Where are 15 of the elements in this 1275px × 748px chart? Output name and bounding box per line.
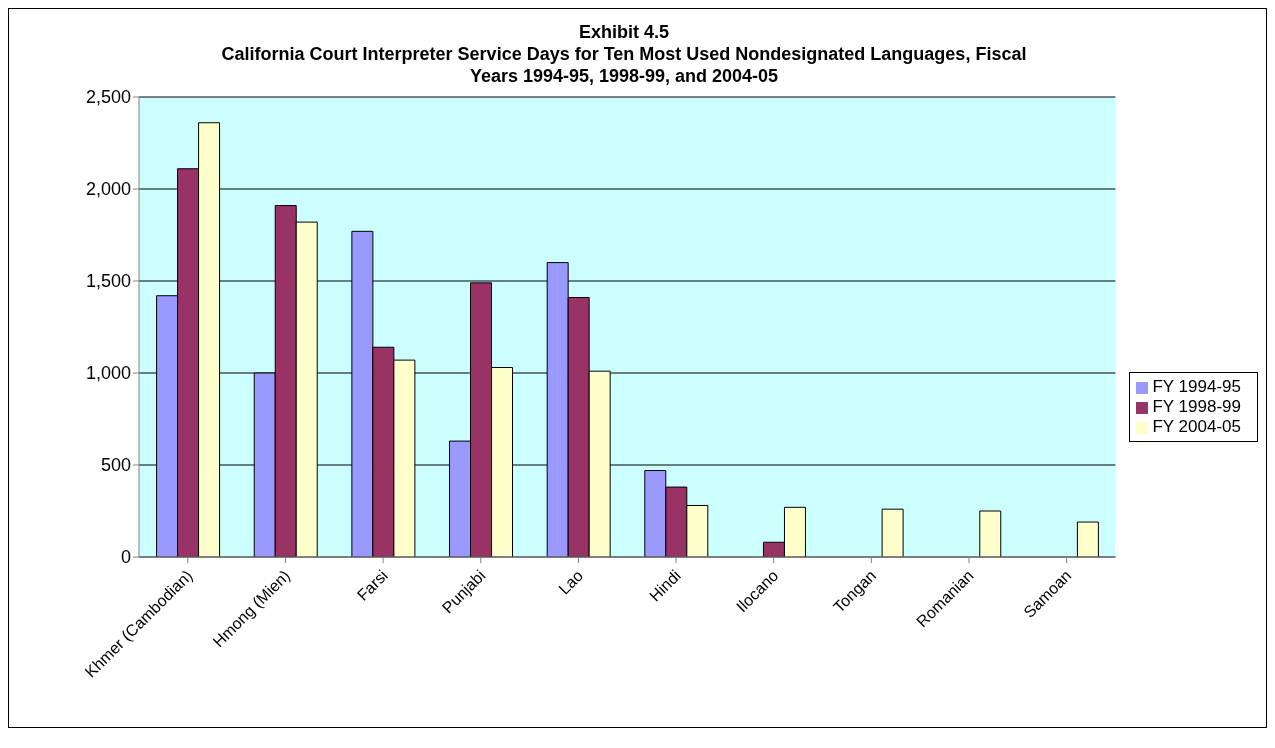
y-tick-label: 1,500 <box>85 271 131 292</box>
y-tick-label: 500 <box>100 455 131 476</box>
bar <box>1076 521 1099 557</box>
y-tick-label: 2,000 <box>85 179 131 200</box>
y-tick-label: 0 <box>120 547 131 568</box>
legend-label: FY 1998-99 <box>1152 397 1241 416</box>
legend-label: FY 2004-05 <box>1152 417 1241 436</box>
chart-title: Exhibit 4.5 <box>578 21 670 43</box>
y-tick-label: 1,000 <box>85 363 131 384</box>
legend-label: FY 1994-95 <box>1152 377 1241 396</box>
x-tick-label: Lao <box>555 566 587 598</box>
chart-subtitle: California Court Interpreter Service Days for Ten Most Used Nondesignated Languages, Fiscal Years 1994-95, 1998-99, and 2004-05 <box>220 43 1028 87</box>
bar <box>979 510 1002 557</box>
y-tick-label: 2,500 <box>85 87 131 108</box>
bar <box>881 508 904 557</box>
